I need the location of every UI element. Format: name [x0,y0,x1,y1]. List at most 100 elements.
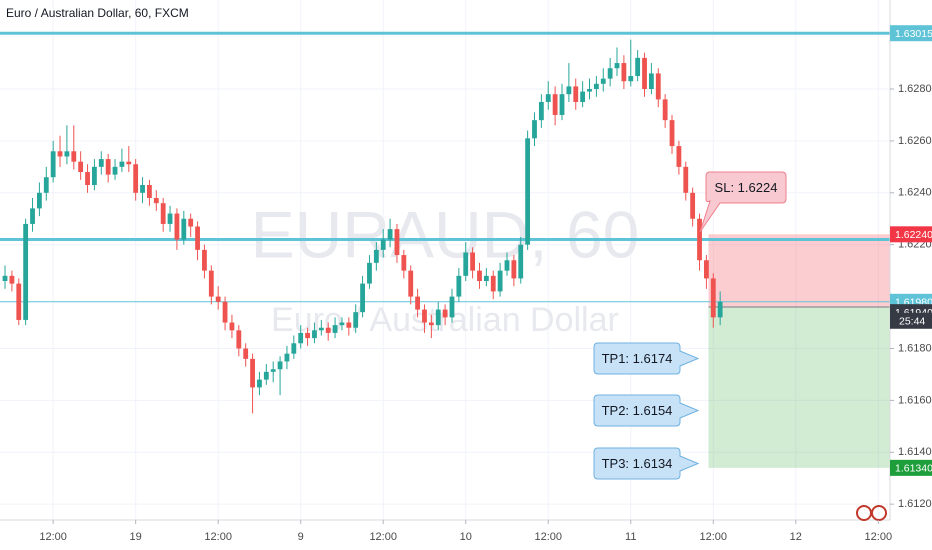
candle-body [85,172,90,186]
candle-body [690,192,696,219]
candle-body [243,348,249,359]
candle-body [373,249,379,263]
y-tick-label: 1.61400 [898,446,932,458]
candle-body [614,63,620,69]
candle-body [222,301,228,323]
y-tick-label: 1.62600 [898,135,932,147]
x-tick-label: 9 [298,531,304,543]
candle-body [367,262,372,284]
candle-body [339,322,345,326]
candle-body [387,229,393,240]
candle-body [401,255,407,271]
candle-body [202,249,207,271]
candle-body [669,120,675,147]
stop-zone [708,234,890,307]
candle-body [2,275,8,282]
candle-body [215,296,221,302]
candle-body [415,296,421,310]
candle-body [147,185,152,198]
candle-body [545,94,551,102]
candle-body [92,166,97,186]
candle-body [133,164,139,193]
callout-box [699,171,787,233]
candle-body [50,151,56,178]
candle-body [9,275,15,284]
candle-body [428,322,434,326]
candle-body [710,278,716,318]
candle-body [36,192,42,209]
candle-body [532,120,537,139]
candle-body [456,275,462,297]
candle-body [635,57,641,77]
candle-body [174,213,180,240]
candle-body [140,185,145,193]
candle-body [607,68,613,79]
x-tick-label: 12:00 [39,531,67,543]
x-tick-label: 12:00 [865,531,893,543]
candle-body [628,76,634,82]
candle-body [23,223,29,320]
candle-body [593,83,599,90]
callout-box [593,447,700,480]
x-tick-label: 11 [625,531,636,543]
candle-body [284,353,290,362]
candle-body [408,270,414,297]
candle-body [291,343,297,354]
candle-body [676,146,682,167]
candle-body [71,151,77,162]
callout-box [593,342,700,375]
candle-body [318,327,324,331]
candle-body [717,301,723,318]
candle-body [573,86,579,102]
candle-body [642,57,647,90]
x-tick-label: 10 [460,531,472,543]
candle-body [422,309,427,323]
candle-body [435,309,441,326]
candle-body [250,358,255,388]
callout-text: TP2: 1.6154 [602,403,673,418]
candle-body [325,327,331,333]
countdown-bg [890,312,932,329]
candle-body [490,275,496,292]
candle-body [312,330,317,339]
candle-body [126,161,132,165]
candle-body [525,138,531,245]
candle-body [442,309,448,318]
candle-body [703,260,709,279]
candle-body [208,270,214,297]
candle-body [559,94,565,115]
callout-text: TP3: 1.6134 [602,456,673,471]
candle-body [78,161,84,173]
candle-body [518,244,524,279]
x-tick-label: 12 [790,531,802,543]
plot: SL: 1.6224 TP1: 1.6174 TP2: 1.6154 TP3: 1.6… [0,31,890,480]
candle-body [16,283,22,320]
candle-body [504,260,510,271]
callout-box [593,394,700,427]
candle-body [98,159,104,167]
price-label: 1.61340 [895,463,932,475]
candle-body [552,94,558,115]
chart-title: Euro / Australian Dollar, 60, FXCM [6,6,189,20]
y-tick-label: 1.61800 [898,342,932,354]
candle-body [64,151,70,157]
x-tick-label: 12:00 [369,531,397,543]
candle-body [119,161,125,167]
candle-body [305,332,310,339]
candle-body [236,330,242,349]
candle-body [353,312,359,328]
candle-body [600,78,606,84]
candle-body [195,226,200,250]
candle-body [538,101,544,121]
y-tick-label: 1.61200 [898,498,932,510]
icon [871,505,887,521]
candle-body [153,197,159,204]
y-tick-label: 1.62400 [898,187,932,199]
candle-body [188,218,194,227]
candle-body [621,63,627,82]
watermark: EURAUD, 60 [251,197,640,271]
candle-body [167,213,173,224]
candle-body [360,283,365,313]
y-tick-label: 1.62800 [898,83,932,95]
